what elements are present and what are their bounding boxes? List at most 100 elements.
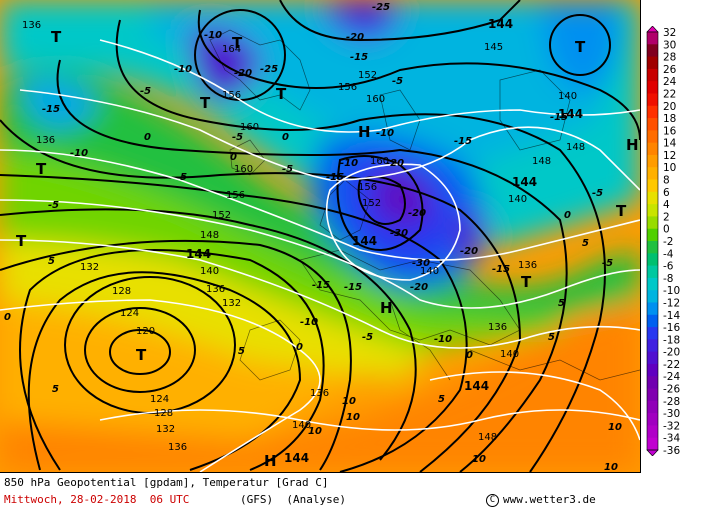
low-marker: T xyxy=(36,160,47,178)
temp-label: -10 xyxy=(434,334,452,345)
geo-label: 144 xyxy=(512,175,537,189)
legend-value: 26 xyxy=(663,64,677,76)
legend-value: 8 xyxy=(663,175,670,187)
legend-value: 18 xyxy=(663,113,676,125)
legend-swatch xyxy=(647,302,658,316)
weather-map: H H H H T T T T T T T T T T 144 144 144 … xyxy=(0,0,641,473)
legend-value: 12 xyxy=(663,150,676,162)
high-marker: H xyxy=(358,123,371,141)
temp-label: -5 xyxy=(176,172,187,183)
geo-label: 160 xyxy=(370,156,389,167)
temp-label: 5 xyxy=(558,298,565,309)
geo-label: 140 xyxy=(420,266,439,277)
temp-label: 10 xyxy=(608,422,622,433)
legend-swatch xyxy=(647,425,658,439)
legend-value: -12 xyxy=(663,297,680,309)
temp-label: 0 xyxy=(296,342,303,353)
geo-label: 156 xyxy=(338,82,357,93)
temp-label: -15 xyxy=(42,104,60,115)
geo-label: 148 xyxy=(532,156,551,167)
temp-label: -10 xyxy=(174,64,192,75)
temp-label: -5 xyxy=(232,132,243,143)
legend-value: -20 xyxy=(663,347,680,359)
geo-label: 136 xyxy=(518,260,537,271)
temp-label: 5 xyxy=(548,332,555,343)
geo-label: 136 xyxy=(206,284,225,295)
temp-label: -5 xyxy=(602,258,613,269)
legend-swatch xyxy=(647,93,658,107)
geo-label: 132 xyxy=(222,298,241,309)
temp-label: -10 xyxy=(204,30,222,41)
legend-value: -30 xyxy=(663,408,680,420)
temp-label: 0 xyxy=(4,312,11,323)
geo-label: 152 xyxy=(358,70,377,81)
geo-label: 136 xyxy=(488,322,507,333)
legend-swatch xyxy=(647,118,658,131)
temp-label: -10 xyxy=(70,148,88,159)
legend-swatch xyxy=(647,216,658,230)
legend-value: -34 xyxy=(663,433,680,445)
temp-label: 5 xyxy=(438,394,445,405)
legend-swatch xyxy=(647,277,658,291)
geo-label: 152 xyxy=(362,198,381,209)
legend-swatch xyxy=(647,56,658,70)
legend-swatch xyxy=(647,351,658,365)
legend-value: 2 xyxy=(663,211,670,223)
low-marker: T xyxy=(521,273,532,291)
map-date: Mittwoch, 28-02-2018 06 UTC xyxy=(4,493,190,506)
geo-label: 128 xyxy=(154,408,173,419)
low-marker: T xyxy=(232,34,243,52)
geo-label: 136 xyxy=(36,135,55,146)
geo-label: 160 xyxy=(234,164,253,175)
legend-value: -14 xyxy=(663,310,680,322)
legend-arrow-bottom xyxy=(646,449,659,457)
geo-label: 120 xyxy=(136,326,155,337)
legend-swatch xyxy=(647,191,658,205)
geo-label: 124 xyxy=(150,394,169,405)
legend-value: 16 xyxy=(663,125,677,137)
temp-label: -5 xyxy=(282,164,293,175)
temp-label: 0 xyxy=(230,152,237,163)
legend-swatch xyxy=(647,437,658,451)
legend-swatch xyxy=(647,154,658,168)
low-marker: T xyxy=(16,232,27,250)
legend-value: 20 xyxy=(663,101,676,113)
geo-label: 152 xyxy=(212,210,231,221)
geopotential-contours xyxy=(0,0,640,472)
geo-label: 136 xyxy=(168,442,187,453)
legend-arrow-top xyxy=(646,25,659,33)
legend-swatch xyxy=(647,142,658,156)
pressure-markers: H H H H T T T T T T T T T T xyxy=(16,28,639,470)
legend-value: -8 xyxy=(663,273,673,285)
site-link[interactable]: www.wetter3.de xyxy=(503,493,596,506)
temp-label: -5 xyxy=(392,76,403,87)
temp-label: 5 xyxy=(238,346,245,357)
geo-label: 140 xyxy=(292,420,311,431)
legend-value: -24 xyxy=(663,371,680,383)
legend-swatch xyxy=(647,105,658,119)
legend-scale: 32302826242220181614121086420-2-4-6-8-10… xyxy=(646,25,680,457)
legend-value: -2 xyxy=(663,236,673,248)
legend-value: 22 xyxy=(663,88,676,100)
legend-swatch xyxy=(647,204,658,217)
geo-label: 160 xyxy=(366,94,385,105)
geo-label: 124 xyxy=(120,308,139,319)
legend-swatch xyxy=(647,265,658,279)
temp-label: -20 xyxy=(460,246,478,257)
legend-value: 14 xyxy=(663,138,677,150)
temp-label: 0 xyxy=(466,350,473,361)
legend-swatch xyxy=(647,241,658,254)
high-marker: H xyxy=(264,452,277,470)
geo-label: 140 xyxy=(508,194,527,205)
legend-swatch xyxy=(647,32,658,45)
temp-label: 0 xyxy=(144,132,151,143)
geo-label: 144 xyxy=(558,107,583,121)
geo-label: 128 xyxy=(112,286,131,297)
legend-value: -22 xyxy=(663,359,680,371)
legend-value: 28 xyxy=(663,52,676,64)
map-footer: 850 hPa Geopotential [gpdam], Temperatur… xyxy=(0,472,640,512)
legend-border xyxy=(646,31,659,451)
copyright-icon: C xyxy=(486,493,499,507)
temp-label: -5 xyxy=(362,332,373,343)
